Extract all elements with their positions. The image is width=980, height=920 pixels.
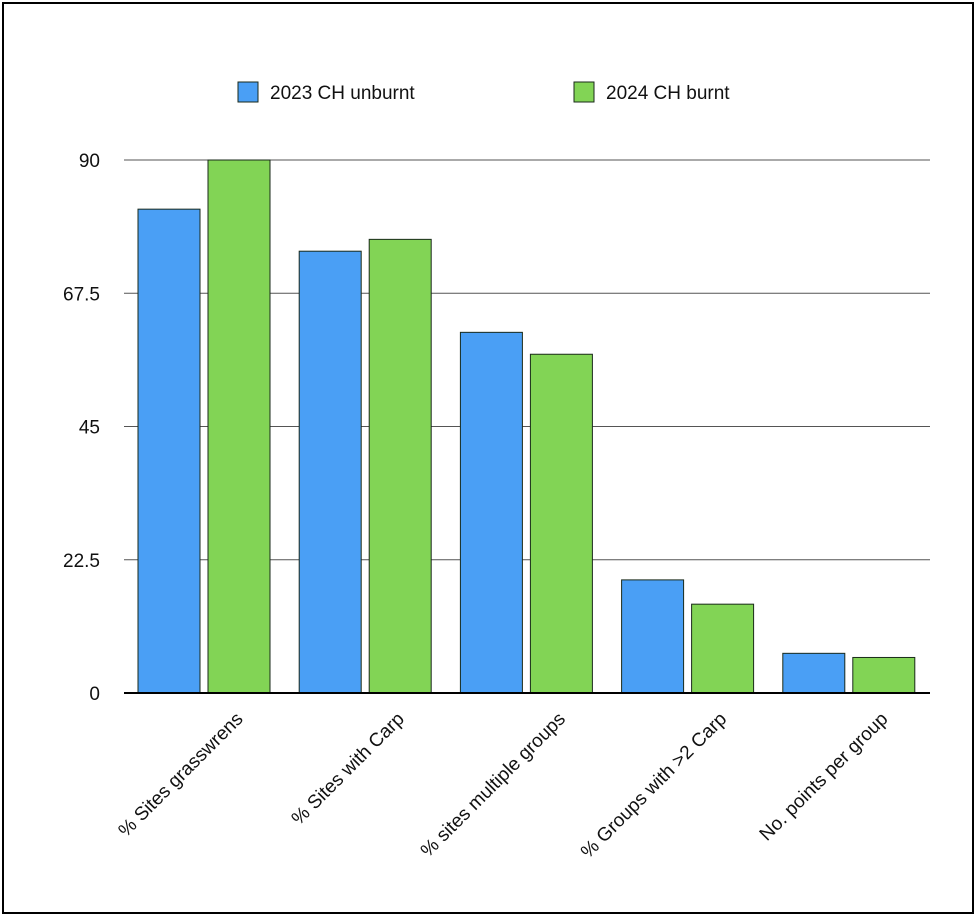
x-axis-categories: % Sites grasswrens % Sites with Carp% sit… bbox=[115, 709, 893, 863]
y-tick-label: 67.5 bbox=[63, 284, 100, 305]
bar-burnt bbox=[852, 656, 916, 694]
legend-label: 2024 CH burnt bbox=[606, 83, 730, 104]
x-category-label: % sites multiple groups bbox=[417, 709, 570, 862]
bar-unburnt bbox=[298, 250, 362, 694]
y-tick-label: 22.5 bbox=[63, 551, 100, 572]
y-tick-label: 90 bbox=[79, 151, 100, 172]
x-category-label: No. points per group bbox=[756, 709, 893, 846]
y-tick-label: 45 bbox=[79, 418, 100, 439]
x-category-label: % Sites with Carp bbox=[288, 709, 409, 830]
bar-unburnt bbox=[137, 208, 201, 694]
legend-label: 2023 CH unburnt bbox=[270, 83, 415, 104]
x-category-label: % Sites grasswrens bbox=[115, 709, 248, 842]
bar-burnt bbox=[529, 353, 593, 694]
bar-unburnt bbox=[621, 579, 685, 694]
bar-burnt bbox=[368, 238, 432, 694]
legend: 2023 CH unburnt 2024 CH burnt bbox=[237, 81, 730, 104]
y-axis-ticks: 0 22.5 45 67.5 90 bbox=[63, 151, 100, 705]
legend-swatch bbox=[573, 81, 595, 103]
legend-swatch bbox=[237, 81, 259, 103]
bar-burnt bbox=[207, 159, 271, 694]
bar-burnt bbox=[691, 603, 755, 694]
x-category-label: % Groups with >2 Carp bbox=[577, 709, 731, 863]
bar-unburnt bbox=[782, 652, 846, 694]
bar-unburnt bbox=[459, 331, 523, 694]
y-tick-label: 0 bbox=[89, 684, 100, 705]
